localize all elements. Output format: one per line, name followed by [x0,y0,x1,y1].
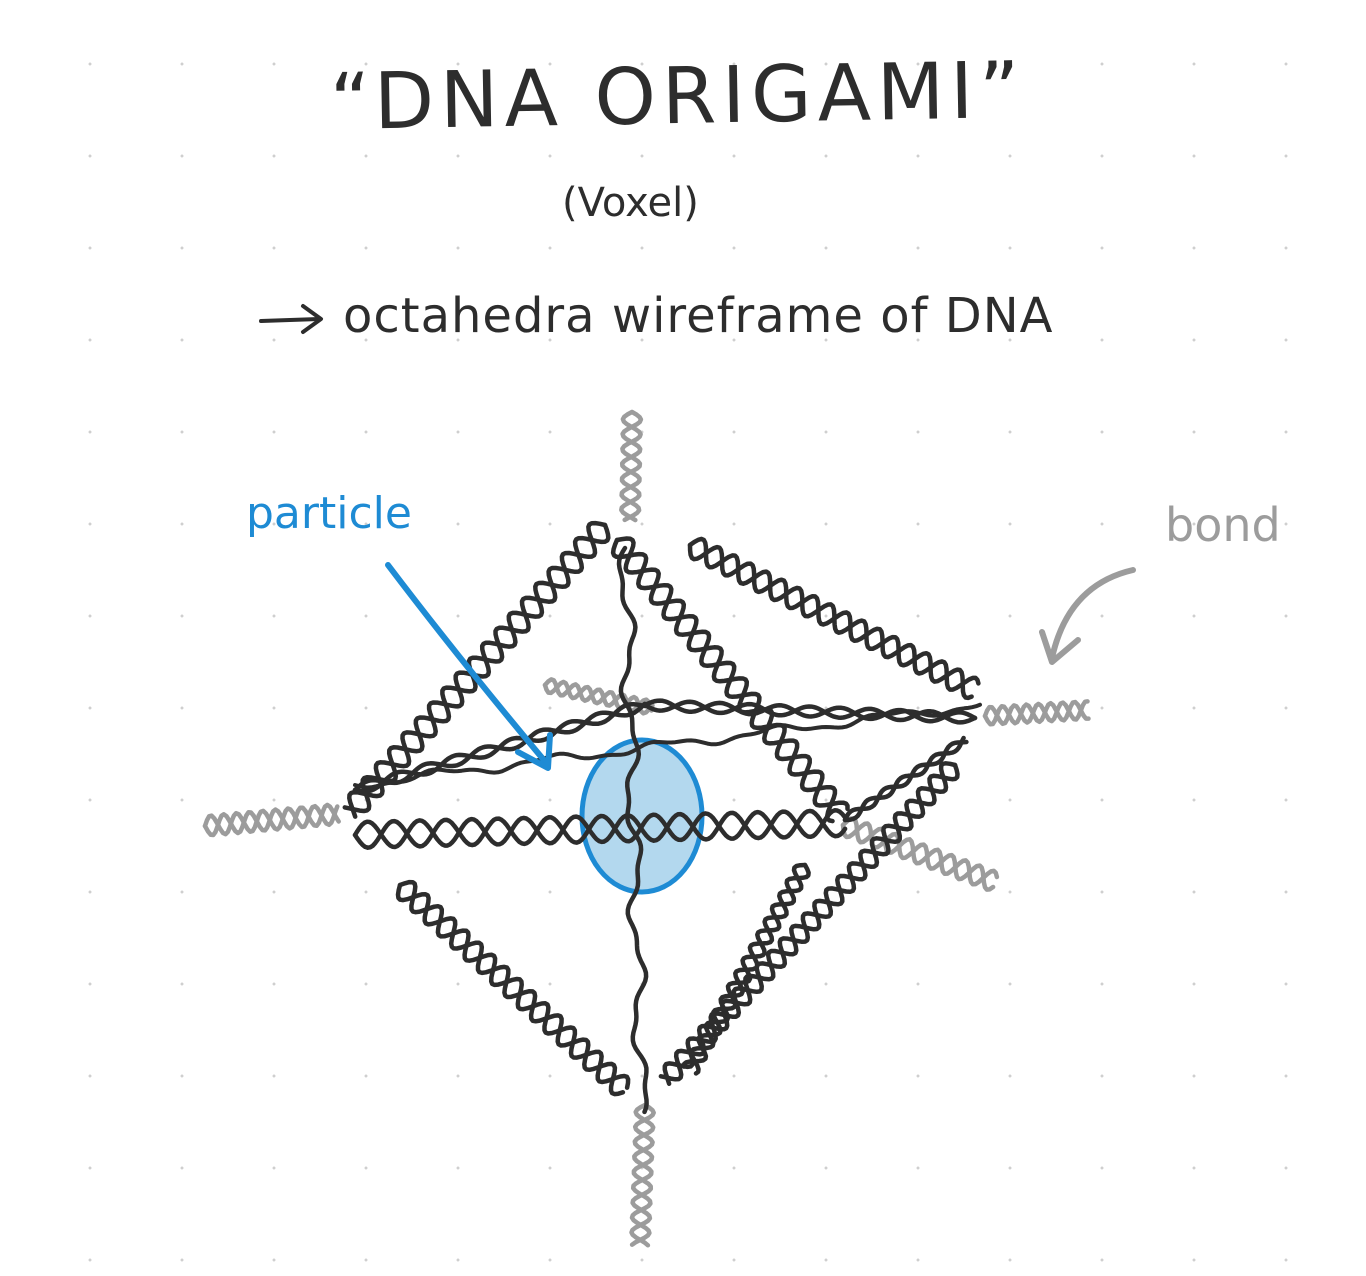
particle-arrowhead [515,732,553,771]
bond-arrow [1049,567,1136,661]
dna-edge [681,862,811,1069]
bond-strand [202,802,341,838]
particle-label: particle [246,488,412,539]
bond-arrowhead [1039,629,1081,665]
dna-edge [342,522,611,814]
label-arrows [385,562,1136,771]
bond-label: bond [1165,498,1281,552]
page-subtitle: (Voxel) [562,180,699,226]
bond-strand [629,1102,656,1247]
bond-strand [840,816,1000,887]
page-title: “DNA ORIGAMI” [329,45,1027,148]
description-text: octahedra wireframe of DNA [343,288,1054,344]
bond-strands [202,409,1091,1248]
dna-edge [658,762,960,1082]
dna-edge [352,808,848,850]
bond-strand [619,409,644,523]
bond-strand [629,1102,656,1248]
bond-strand [982,699,1091,727]
right-arrow-icon [259,304,323,334]
dna-edge [395,882,626,1097]
bond-strand [542,677,654,713]
dna-edges [342,520,982,1115]
dna-edge [842,739,969,823]
bond-strand [982,699,1090,727]
bond-strand [202,803,340,837]
dna-strand [353,702,982,790]
bond-strand [542,679,655,716]
dna-edge [687,536,974,701]
dna-edge [397,879,631,1090]
dna-edge [614,536,838,824]
dna-strand [616,545,649,1115]
particle-arrow [385,562,551,768]
dna-edge [642,698,978,724]
dna-edge [352,808,848,850]
